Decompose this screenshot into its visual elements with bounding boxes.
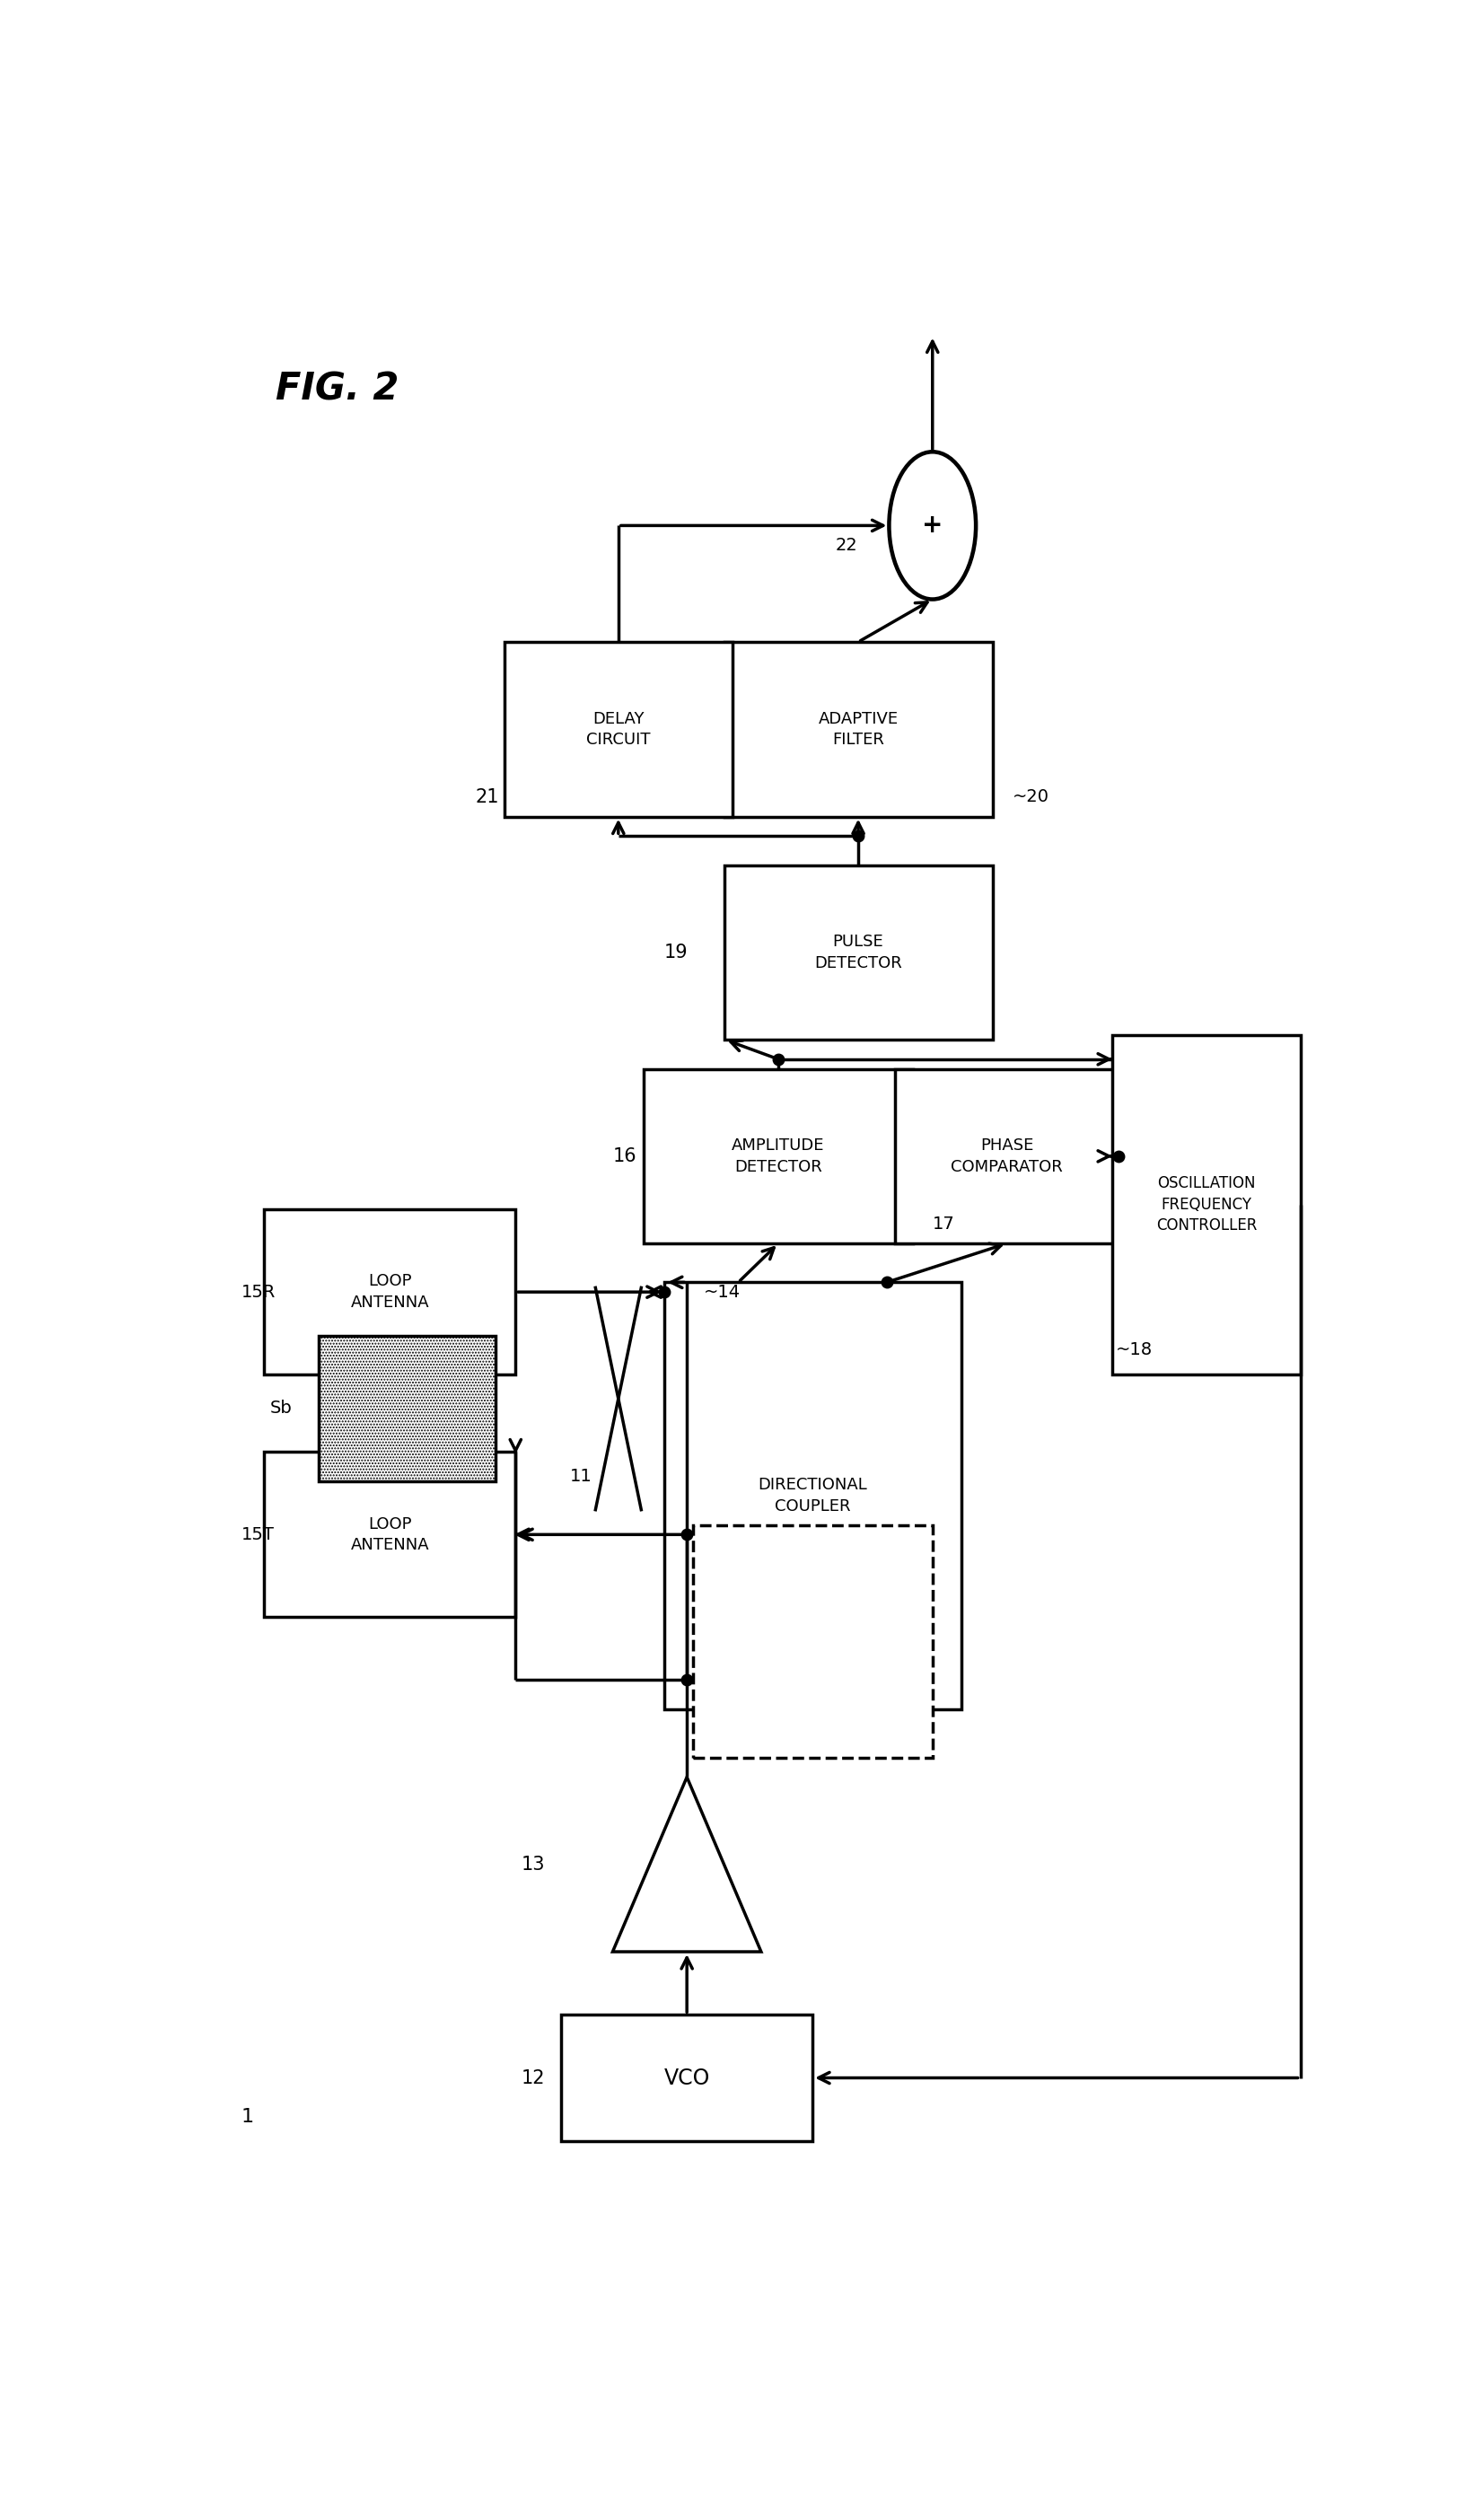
- Bar: [1113, 1036, 1302, 1373]
- Text: DIRECTIONAL
COUPLER: DIRECTIONAL COUPLER: [758, 1477, 867, 1515]
- Text: 15T: 15T: [242, 1527, 274, 1542]
- Text: +: +: [923, 514, 943, 539]
- Text: 11: 11: [570, 1467, 593, 1484]
- Bar: [318, 1336, 495, 1482]
- Text: PHASE
COMPARATOR: PHASE COMPARATOR: [951, 1137, 1063, 1174]
- Text: FIG. 2: FIG. 2: [276, 370, 399, 408]
- Text: 1: 1: [242, 2107, 254, 2127]
- Text: AMPLITUDE
DETECTOR: AMPLITUDE DETECTOR: [731, 1137, 825, 1174]
- Text: ~20: ~20: [1013, 789, 1049, 806]
- Bar: [724, 864, 992, 1041]
- Text: 16: 16: [613, 1147, 637, 1164]
- Bar: [562, 2016, 812, 2142]
- Text: 22: 22: [836, 537, 858, 554]
- Text: PULSE
DETECTOR: PULSE DETECTOR: [814, 935, 902, 970]
- Text: Sb: Sb: [270, 1401, 292, 1416]
- Bar: [724, 643, 992, 816]
- Text: ~14: ~14: [705, 1283, 741, 1300]
- Text: 13: 13: [522, 1855, 545, 1872]
- Text: ~18: ~18: [1116, 1341, 1153, 1358]
- Text: 12: 12: [522, 2069, 545, 2087]
- Bar: [895, 1068, 1119, 1242]
- Text: 19: 19: [663, 942, 688, 963]
- Text: LOOP
ANTENNA: LOOP ANTENNA: [351, 1517, 429, 1552]
- Bar: [504, 643, 733, 816]
- Text: DELAY
CIRCUIT: DELAY CIRCUIT: [587, 711, 650, 748]
- Text: 17: 17: [933, 1215, 955, 1232]
- Text: OSCILLATION
FREQUENCY
CONTROLLER: OSCILLATION FREQUENCY CONTROLLER: [1156, 1174, 1257, 1235]
- Text: VCO: VCO: [663, 2066, 710, 2089]
- Text: 15R: 15R: [242, 1283, 276, 1300]
- Circle shape: [889, 451, 976, 600]
- Polygon shape: [613, 1777, 761, 1950]
- Text: 21: 21: [476, 789, 500, 806]
- Bar: [693, 1525, 933, 1759]
- Bar: [665, 1283, 961, 1709]
- Text: ADAPTIVE
FILTER: ADAPTIVE FILTER: [818, 711, 898, 748]
- Bar: [264, 1452, 516, 1618]
- Bar: [644, 1068, 912, 1242]
- Text: LOOP
ANTENNA: LOOP ANTENNA: [351, 1273, 429, 1310]
- Bar: [264, 1210, 516, 1373]
